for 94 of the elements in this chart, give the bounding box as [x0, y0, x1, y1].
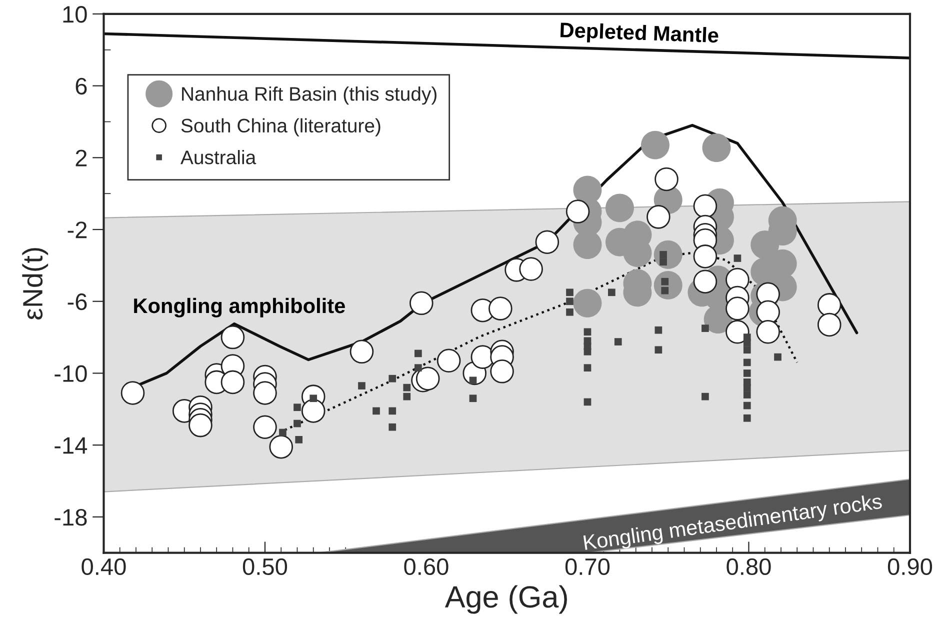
point: [743, 414, 751, 422]
point: [660, 250, 667, 258]
point: [295, 436, 303, 444]
point: [566, 298, 574, 306]
point: [584, 398, 592, 406]
point: [388, 407, 396, 415]
point: [410, 291, 434, 316]
point: [188, 413, 212, 438]
point: [220, 370, 245, 394]
legend-label: Nanhua Rift Basin (this study): [182, 86, 436, 105]
point: [566, 200, 590, 224]
point: [584, 348, 592, 356]
x-tick-label: 0.60: [404, 558, 448, 576]
point: [573, 288, 602, 318]
annotation: Kongling amphibolite: [134, 298, 345, 318]
point: [756, 320, 780, 344]
point: [693, 194, 718, 218]
y-tick-label: -2: [68, 222, 87, 238]
x-axis-title: Age (Ga): [444, 585, 567, 614]
point: [388, 374, 396, 382]
point: [743, 391, 751, 398]
point: [388, 423, 396, 431]
x-tick-label: 0.80: [726, 558, 771, 576]
point: [726, 296, 750, 320]
point: [488, 296, 512, 320]
y-tick-label: -14: [54, 437, 88, 454]
point: [436, 348, 461, 373]
legend-label: South China (literature): [181, 118, 380, 136]
point: [702, 324, 709, 332]
annotation: Kongling metasedimentary rocks: [583, 493, 883, 554]
x-tick-label: 0.70: [565, 558, 610, 576]
point: [608, 288, 616, 296]
y-tick-label: 10: [63, 6, 87, 23]
x-tick-label: 0.90: [888, 558, 932, 576]
point: [120, 381, 145, 405]
point: [403, 384, 411, 392]
point: [253, 415, 277, 439]
point: [660, 258, 667, 266]
point: [817, 312, 842, 337]
point: [743, 370, 751, 377]
point: [350, 340, 374, 364]
point: [220, 325, 245, 350]
point: [403, 392, 411, 400]
point: [584, 364, 592, 372]
point: [743, 358, 751, 366]
point: [661, 286, 669, 294]
point: [294, 420, 301, 428]
point: [490, 360, 514, 384]
point: [469, 376, 477, 384]
point: [702, 392, 709, 400]
x-tick-label: 0.40: [82, 558, 126, 576]
point: [693, 270, 718, 294]
point: [269, 434, 293, 459]
point: [310, 394, 318, 402]
point: [253, 381, 277, 405]
point: [646, 205, 670, 229]
y-tick-label: -6: [68, 293, 87, 310]
point: [774, 353, 782, 361]
y-tick-label: 2: [76, 150, 87, 166]
point: [743, 339, 751, 346]
point: [566, 308, 574, 316]
point: [654, 326, 662, 334]
annotation: Depleted Mantle: [560, 22, 719, 47]
point: [519, 257, 543, 281]
y-axis-title: εNd(t): [22, 248, 48, 320]
point: [414, 350, 422, 358]
point: [726, 320, 750, 344]
point: [702, 134, 731, 162]
point: [654, 346, 662, 354]
point: [414, 364, 422, 372]
point: [614, 338, 622, 346]
x-tick-label: 0.50: [242, 558, 288, 576]
point: [372, 407, 380, 415]
y-tick-label: 6: [76, 78, 87, 95]
point: [606, 194, 634, 222]
point: [640, 130, 670, 160]
point: [743, 346, 751, 354]
y-tick-label: -10: [54, 365, 87, 382]
point: [469, 394, 477, 402]
point: [294, 404, 301, 412]
point: [279, 428, 286, 436]
point: [416, 366, 440, 390]
point: [358, 382, 366, 390]
point: [743, 402, 751, 410]
point: [817, 293, 842, 317]
point: [301, 399, 326, 423]
point: [535, 230, 560, 254]
point: [734, 254, 742, 262]
point: [743, 384, 751, 392]
point: [584, 328, 592, 336]
point: [693, 244, 718, 268]
point: [566, 288, 574, 296]
y-tick-label: -18: [54, 508, 87, 526]
legend-label: Australia: [180, 150, 256, 164]
